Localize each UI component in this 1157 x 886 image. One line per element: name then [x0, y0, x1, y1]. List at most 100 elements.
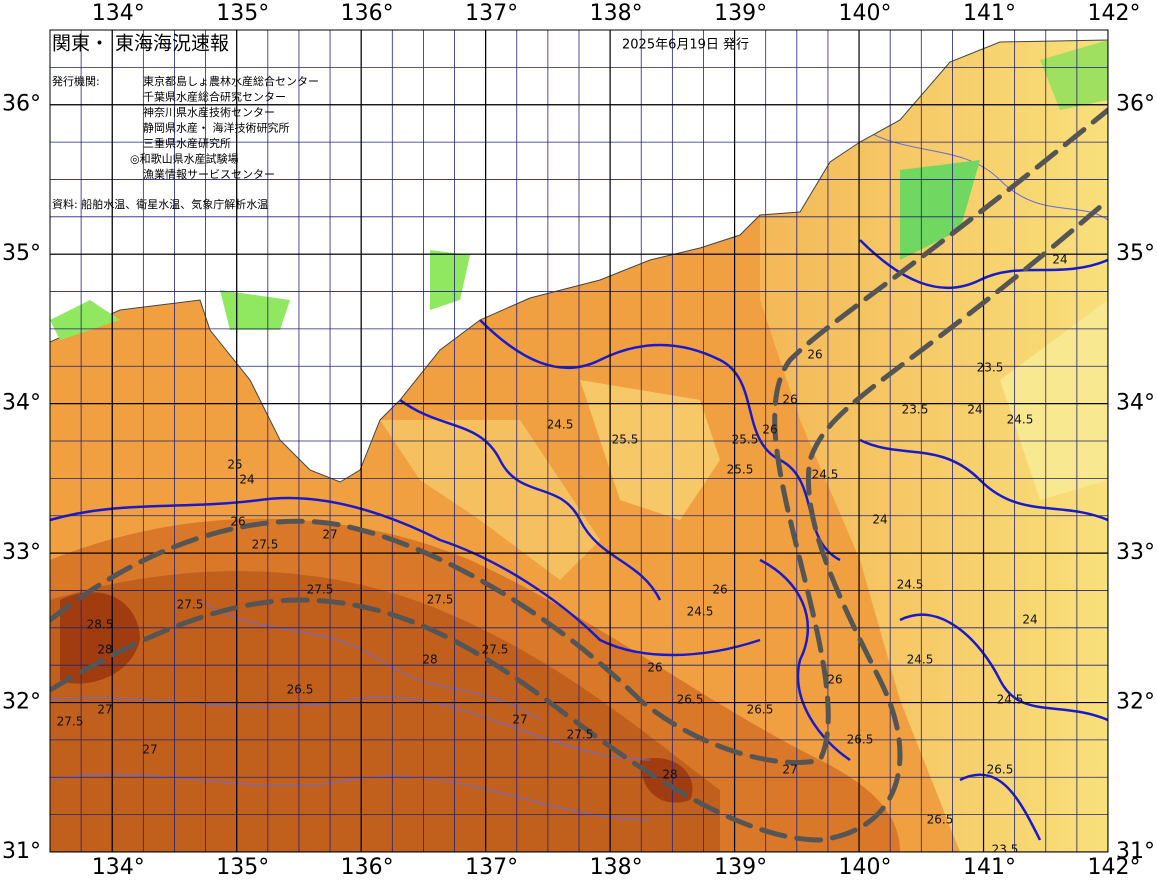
- contour-label: 28.5: [87, 618, 114, 632]
- contour-label: 27.5: [177, 598, 204, 612]
- cool-water: [1000, 300, 1108, 500]
- y-tick-label: 34°: [2, 391, 41, 416]
- contour-label: 24.5: [812, 468, 839, 482]
- y-tick-label: 31°: [2, 839, 41, 864]
- contour-label: 23.5: [902, 403, 929, 417]
- lake: [50, 300, 120, 340]
- contour-label: 25: [227, 458, 242, 472]
- contour-label: 24.5: [1007, 413, 1034, 427]
- agency-name: ◎和歌山県水産試験場: [130, 152, 239, 166]
- y-tick-label: 35°: [2, 241, 41, 266]
- contour-label: 27: [322, 528, 337, 542]
- x-tick-label: 140°: [839, 855, 892, 880]
- agency-name: 東京都島しょ農林水産総合センター: [143, 74, 319, 88]
- y-tick-label: 35°: [1116, 241, 1155, 266]
- contour-label: 27.5: [482, 643, 509, 657]
- contour-label: 27: [782, 763, 797, 777]
- x-tick-label: 134°: [92, 1, 145, 26]
- contour-label: 26: [782, 393, 797, 407]
- contour-label: 27.5: [427, 593, 454, 607]
- x-tick-label: 137°: [465, 855, 518, 880]
- contour-label: 27.5: [567, 728, 594, 742]
- x-tick-label: 142°: [1088, 1, 1141, 26]
- x-tick-label: 136°: [341, 1, 394, 26]
- contour-label: 28: [97, 643, 112, 657]
- contour-label: 26: [230, 515, 245, 529]
- contour-label: 25.5: [612, 433, 639, 447]
- contour-label: 24: [1052, 253, 1067, 267]
- x-tick-label: 136°: [341, 855, 394, 880]
- cool-patch: [580, 380, 720, 520]
- contour-label: 24.5: [907, 653, 934, 667]
- minor-grid: [50, 30, 1108, 852]
- agency-name: 漁業情報サービスセンター: [143, 167, 275, 181]
- title: 関東・ 東海海況速報: [52, 33, 229, 55]
- agency-name: 三重県水産研究所: [143, 136, 231, 150]
- contour-label: 26.5: [677, 693, 704, 707]
- y-tick-label: 33°: [1116, 540, 1155, 565]
- agency-name: 静岡県水産・ 海洋技術研究所: [143, 121, 290, 135]
- contour-label: 25.5: [727, 463, 754, 477]
- contour-label: 24: [872, 513, 887, 527]
- x-tick-label: 135°: [216, 1, 269, 26]
- contour-label: 24.5: [897, 578, 924, 592]
- lake: [430, 250, 470, 310]
- map-frame: [49, 29, 1109, 853]
- contour-label: 27.5: [57, 715, 84, 729]
- isotherm-thin: [50, 119, 1108, 821]
- x-tick-label: 141°: [963, 1, 1016, 26]
- contour-label: 27: [97, 703, 112, 717]
- contour-label: 27: [142, 743, 157, 757]
- contour-label: 26: [762, 423, 777, 437]
- x-tick-label: 140°: [839, 1, 892, 26]
- cool-green-water: [1040, 40, 1108, 110]
- contour-label: 24: [967, 403, 982, 417]
- isotherm: [50, 239, 1108, 841]
- contour-label: 24.5: [997, 693, 1024, 707]
- cool-patch: [380, 420, 600, 580]
- x-tick-label: 139°: [714, 855, 767, 880]
- agency-name: 千葉県水産総合研究センター: [143, 90, 286, 104]
- y-tick-label: 32°: [2, 690, 41, 715]
- contour-label: 26.5: [747, 703, 774, 717]
- x-tick-label: 134°: [92, 855, 145, 880]
- contour-label: 26: [807, 348, 822, 362]
- lake: [220, 290, 290, 330]
- contour-label: 26: [827, 673, 842, 687]
- contour-label: 24.5: [547, 418, 574, 432]
- contour-label: 26.5: [287, 683, 314, 697]
- contour-label: 23.5: [992, 843, 1019, 857]
- kuroshio-axis: [50, 107, 1108, 843]
- contour-label: 26.5: [987, 763, 1014, 777]
- x-tick-label: 138°: [590, 1, 643, 26]
- x-tick-label: 137°: [465, 1, 518, 26]
- contour-label: 27.5: [307, 583, 334, 597]
- agency-list: 東京都島しょ農林水産総合センター千葉県水産総合研究センター神奈川県水産技術センタ…: [130, 74, 319, 181]
- contour-label: 25.5: [732, 433, 759, 447]
- y-tick-label: 31°: [1116, 839, 1155, 864]
- contour-label: 24: [239, 473, 254, 487]
- y-tick-label: 33°: [2, 540, 41, 565]
- y-tick-label: 36°: [1116, 92, 1155, 117]
- contour-label: 26.5: [927, 813, 954, 827]
- contour-label: 26: [647, 661, 662, 675]
- data-source: 資料: 船舶水温、衛星水温、気象庁解析水温: [52, 197, 268, 211]
- issue-date: 2025年6月19日 発行: [622, 38, 749, 53]
- y-tick-label: 32°: [1116, 690, 1155, 715]
- x-tick-label: 141°: [963, 855, 1016, 880]
- x-tick-label: 135°: [216, 855, 269, 880]
- contour-label: 27.5: [252, 538, 279, 552]
- contour-label: 28: [422, 653, 437, 667]
- contour-label: 24: [1022, 613, 1037, 627]
- y-tick-label: 34°: [1116, 391, 1155, 416]
- x-tick-label: 139°: [714, 1, 767, 26]
- agency-name: 神奈川県水産技術センター: [143, 105, 275, 119]
- contour-label: 24.5: [687, 605, 714, 619]
- sea-surface: 27.528.5282727.527.52726.52625242727.528…: [50, 30, 1108, 857]
- x-tick-label: 138°: [590, 855, 643, 880]
- warm-core: [60, 592, 140, 684]
- contour-labels: 27.528.5282727.527.52726.52625242727.528…: [57, 253, 1068, 857]
- cool-green-water: [900, 160, 980, 260]
- x-tick-label: 142°: [1088, 855, 1141, 880]
